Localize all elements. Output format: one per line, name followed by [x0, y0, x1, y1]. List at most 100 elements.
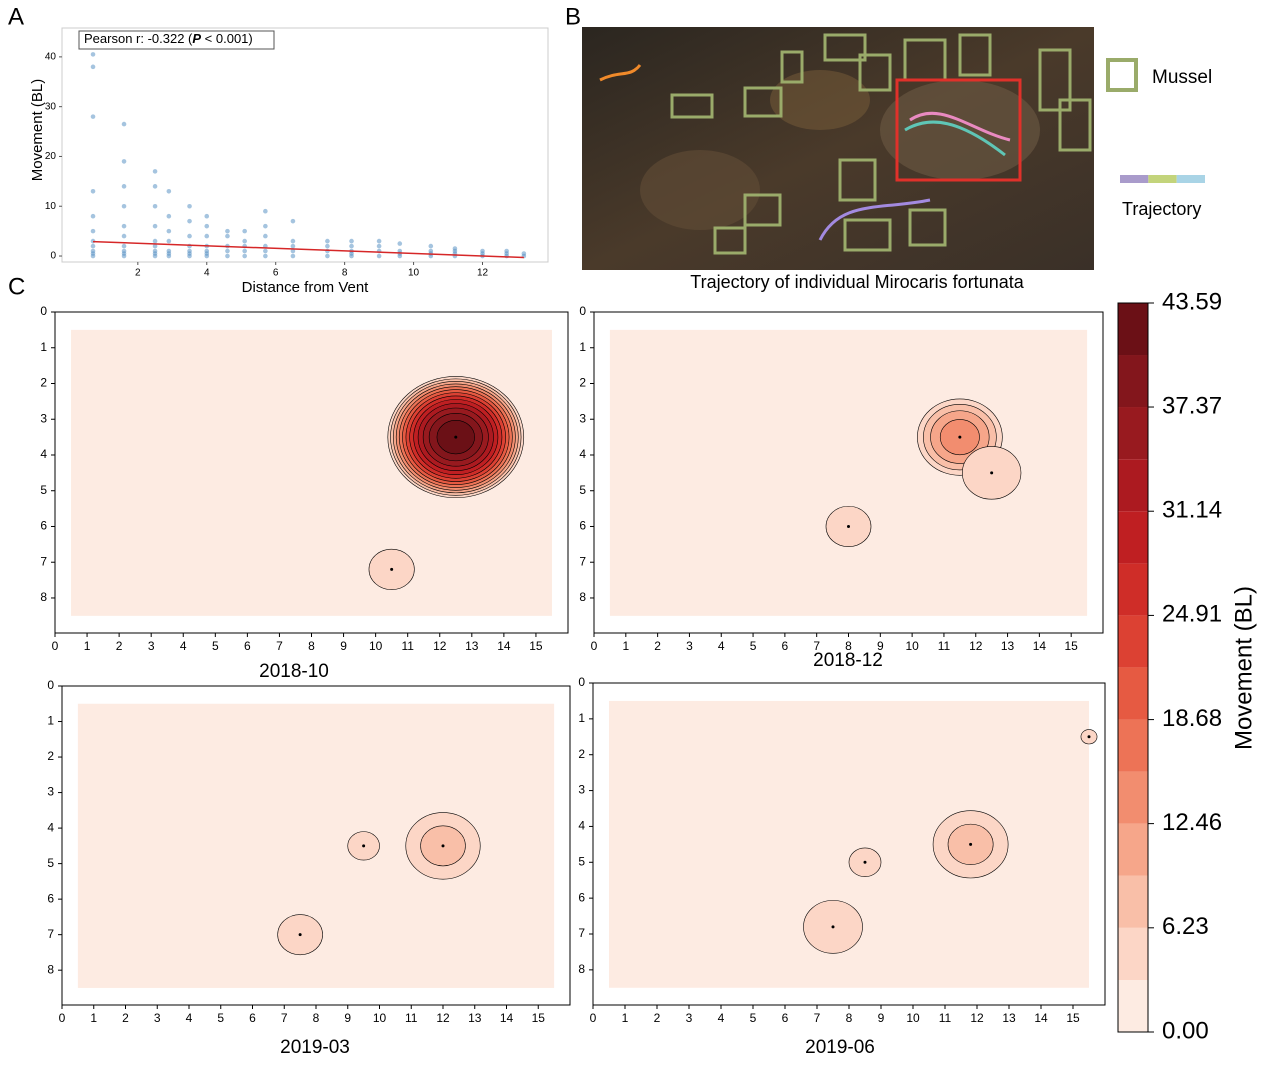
y-tick-label: 6: [579, 519, 586, 533]
x-tick-label: 13: [1001, 639, 1015, 653]
point: [90, 64, 96, 70]
annotation: Pearson r: -0.322 (P < 0.001): [84, 31, 253, 46]
x-tick-label: 3: [686, 639, 693, 653]
colorbar-band: [1118, 615, 1148, 668]
colorbar-tick-label: 24.91: [1162, 601, 1222, 628]
hotspot: [298, 933, 302, 937]
x-tick-label: 7: [281, 1011, 288, 1025]
x-tick-label: 2: [654, 1011, 661, 1025]
trajectory-swatch: [1148, 175, 1177, 183]
x-tick-label: 7: [276, 639, 283, 653]
y-tick-label: 4: [40, 447, 47, 461]
x-tick-label: 2: [122, 1011, 129, 1025]
x-tick-label: 5: [750, 1011, 757, 1025]
y-tick-label: 3: [578, 783, 585, 797]
annotation-part: Pearson r: -0.322 (: [84, 31, 193, 46]
y-tick-label: 8: [40, 590, 47, 604]
y-tick-label: 20: [45, 151, 57, 162]
point: [428, 243, 434, 249]
annotation-box: [78, 30, 275, 50]
point: [90, 243, 96, 249]
colorbar-band: [1118, 355, 1148, 408]
x-tick-label: 10: [373, 1011, 387, 1025]
point: [152, 184, 158, 189]
y-tick-label: 0: [40, 304, 47, 318]
colorbar-band: [1118, 927, 1148, 980]
point: [166, 248, 172, 254]
plot-title: 2019-06: [805, 1037, 875, 1058]
x-tick-label: 1: [622, 1011, 629, 1025]
y-axis-label: Movement (BL): [29, 79, 46, 182]
point: [187, 218, 192, 224]
x-tick-label: 5: [217, 1011, 224, 1025]
point: [121, 159, 127, 164]
point: [166, 238, 172, 244]
x-tick-label: 3: [154, 1011, 161, 1025]
trajectory-swatch: [1176, 175, 1205, 183]
point: [290, 248, 296, 254]
x-axis-label: Distance from Vent: [242, 279, 370, 296]
point: [166, 213, 172, 219]
annotation-part: < 0.001): [201, 31, 253, 46]
colorbar-tick-label: 18.68: [1162, 705, 1222, 732]
y-tick-label: 0: [47, 678, 54, 692]
y-tick-label: 1: [40, 340, 47, 354]
x-tick-label: 12: [436, 1011, 450, 1025]
x-tick-label: 4: [180, 639, 187, 653]
point: [187, 203, 192, 209]
point: [90, 248, 96, 254]
x-tick-label: 9: [344, 1011, 351, 1025]
y-tick-label: 40: [45, 52, 57, 63]
colorbar-frame: [1117, 302, 1149, 1033]
point: [428, 248, 434, 254]
y-tick-label: 1: [47, 714, 54, 728]
point: [166, 228, 172, 234]
annotation-part: P: [192, 31, 201, 46]
hotspot: [847, 524, 850, 528]
colorbar-band: [1118, 979, 1148, 1032]
x-tick-label: 12: [477, 268, 489, 279]
point: [121, 223, 127, 229]
point: [121, 243, 127, 249]
colorbar-tick-label: 31.14: [1162, 497, 1222, 524]
y-tick-label: 6: [578, 890, 585, 904]
point: [242, 253, 247, 259]
x-tick-label: 0: [59, 1011, 66, 1025]
y-tick-label: 1: [578, 711, 585, 725]
photo: [582, 27, 1094, 270]
x-tick-label: 15: [1066, 1011, 1080, 1025]
point: [263, 253, 268, 259]
point: [121, 233, 127, 239]
panel-label: A: [8, 3, 24, 30]
hotspot: [863, 860, 867, 864]
x-tick-label: 8: [342, 268, 348, 279]
x-tick-label: 9: [877, 639, 884, 653]
y-tick-label: 5: [578, 854, 585, 868]
point: [204, 223, 210, 229]
x-tick-label: 3: [686, 1011, 693, 1025]
point: [90, 228, 96, 234]
x-tick-label: 9: [878, 1011, 885, 1025]
y-tick-label: 2: [579, 376, 586, 390]
point: [225, 248, 230, 254]
colorbar-band: [1118, 459, 1148, 512]
x-tick-label: 12: [970, 1011, 984, 1025]
colorbar-tick-label: 43.59: [1162, 288, 1222, 315]
x-tick-label: 2: [135, 268, 141, 279]
hotspot: [969, 842, 973, 846]
plot-area: [61, 27, 549, 263]
x-tick-label: 7: [813, 639, 820, 653]
point: [152, 238, 158, 244]
y-tick-label: 7: [47, 927, 54, 941]
point: [290, 218, 296, 224]
legend-label: Mussel: [1152, 67, 1212, 88]
y-tick-label: 3: [40, 411, 47, 425]
x-tick-label: 5: [212, 639, 219, 653]
x-tick-label: 10: [408, 268, 420, 279]
y-tick-label: 2: [578, 747, 585, 761]
point: [187, 248, 192, 254]
point: [121, 121, 127, 127]
panel-label: C: [8, 273, 25, 300]
x-tick-label: 11: [405, 1011, 418, 1025]
y-tick-label: 30: [45, 101, 57, 112]
